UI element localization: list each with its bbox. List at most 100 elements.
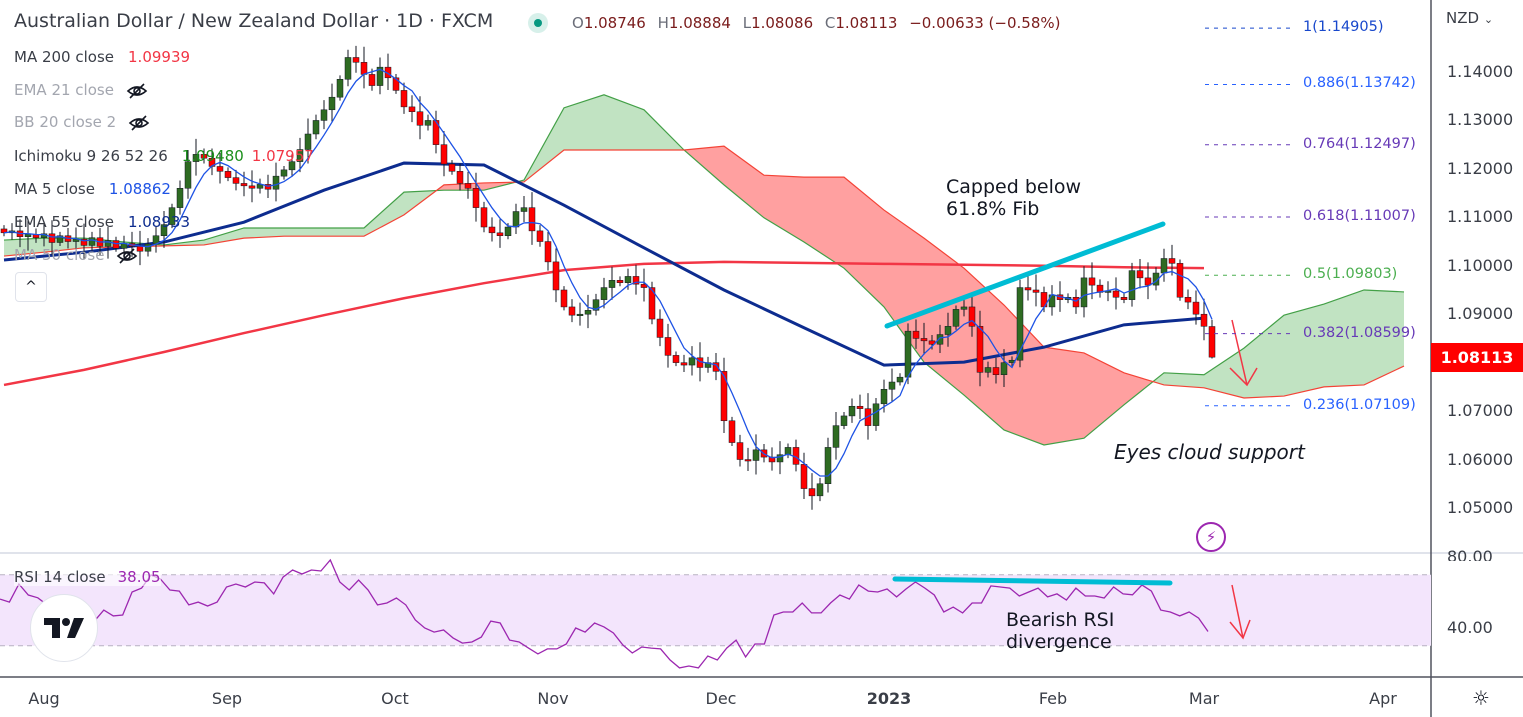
cloud-segment [724, 146, 764, 218]
candle-body [648, 287, 656, 320]
collapse-legend-button[interactable]: ^ [15, 272, 47, 302]
close-label: C [824, 14, 836, 32]
price-tick-label: 1.05000 [1447, 497, 1514, 517]
cloud-segment [1324, 289, 1364, 387]
eye-off-icon[interactable] [128, 114, 150, 132]
candle-body [464, 183, 472, 189]
cloud-segment [1284, 304, 1324, 397]
price-tick-label: 1.10000 [1447, 255, 1514, 275]
candle-body [272, 175, 280, 190]
current-price-tag: 1.08113 [1431, 343, 1523, 372]
candle-body [848, 405, 856, 417]
legend-item[interactable]: EMA 21 close [14, 80, 148, 100]
market-status-icon [528, 13, 548, 33]
rsi-band [0, 574, 1431, 646]
eye-off-icon[interactable] [126, 82, 148, 100]
candle-body [1184, 296, 1192, 303]
cloud-segment [1084, 352, 1124, 439]
candle-body [728, 420, 736, 443]
legend-value: 1.08933 [127, 213, 190, 231]
currency-selector[interactable]: NZD ⌄ [1446, 9, 1493, 27]
cloud-segment [4, 238, 44, 257]
cloud-segment [684, 146, 724, 185]
fib-level-label: 0.382(1.08599) [1303, 324, 1416, 341]
candle-body [584, 310, 592, 315]
price-tick-label: 1.06000 [1447, 449, 1514, 469]
cloud-segment [1364, 289, 1404, 385]
candle-body [224, 171, 232, 178]
time-axis-label: Apr [1369, 689, 1397, 708]
legend-item[interactable]: EMA 55 close 1.08933 [14, 212, 190, 232]
candle-body [888, 381, 896, 390]
symbol-title[interactable]: Australian Dollar / New Zealand Dollar ·… [14, 10, 494, 32]
ichimoku-span-a-line [3, 94, 1405, 446]
candle-body [536, 230, 544, 242]
candle-body [88, 237, 96, 246]
candle-body [432, 120, 440, 145]
low-value: 1.08086 [751, 14, 814, 32]
capped-annotation[interactable]: Capped below 61.8% Fib [946, 176, 1081, 220]
candle-body [720, 371, 728, 422]
rsi-trendline [892, 576, 1173, 586]
cloud-segment [764, 175, 804, 243]
legend-label: MA 5 close [14, 180, 95, 198]
cloud-annotation[interactable]: Eyes cloud support [1114, 440, 1305, 464]
candle-body [632, 276, 640, 285]
candle-body [336, 79, 344, 98]
lightning-icon[interactable]: ⚡ [1196, 522, 1226, 552]
legend-value: 1.09939 [128, 48, 191, 66]
rsi-divergence-annotation[interactable]: Bearish RSI divergence [1006, 609, 1114, 653]
candle-body [1200, 313, 1208, 327]
time-axis-label: Oct [381, 689, 409, 708]
candle-body [112, 240, 120, 249]
candle-body [616, 280, 624, 283]
eye-off-icon[interactable] [116, 247, 138, 265]
settings-sun-icon[interactable]: ☼ [1472, 686, 1490, 710]
open-label: O [572, 14, 584, 32]
fib-level-label: 0.5(1.09803) [1303, 266, 1398, 283]
legend-label: EMA 21 close [14, 81, 114, 99]
candle-body [544, 241, 552, 263]
high-label: H [657, 14, 669, 32]
candle-body [576, 313, 584, 316]
candle-body [160, 224, 168, 236]
candle-body [176, 188, 184, 208]
legend-item[interactable]: MA 50 close [14, 245, 138, 265]
cloud-segment [1004, 304, 1044, 445]
down-arrow-rsi [1231, 584, 1244, 639]
candle-body [712, 362, 720, 372]
legend-item[interactable]: BB 20 close 2 [14, 112, 150, 132]
candle-body [48, 233, 56, 243]
fib-level-label: 0.236(1.07109) [1303, 396, 1416, 413]
time-axis-label: Dec [705, 689, 737, 708]
tradingview-logo[interactable] [30, 594, 98, 662]
candle-body [608, 280, 616, 288]
candle-body [144, 243, 152, 252]
legend-item[interactable]: MA 200 close 1.09939 [14, 47, 190, 67]
down-arrow-price [1231, 319, 1248, 386]
candle-body [624, 276, 632, 283]
candle-body [280, 169, 288, 177]
candle-body [184, 161, 192, 189]
candle-body [304, 133, 312, 150]
legend-item[interactable]: MA 5 close 1.08862 [14, 179, 171, 199]
candle-body [808, 488, 816, 497]
legend-value: 1.09480 [181, 147, 244, 165]
candle-body [1000, 362, 1008, 376]
cloud-segment [884, 210, 924, 363]
down-arrowhead-price [1229, 367, 1258, 387]
legend-item[interactable]: Ichimoku 9 26 52 26 1.09480 1.07957 [14, 146, 314, 166]
candle-body [168, 207, 176, 225]
cloud-segment [1124, 372, 1154, 405]
cloud-segment [244, 227, 284, 239]
candle-body [904, 330, 912, 378]
down-arrowhead-rsi [1229, 619, 1251, 640]
open-value: 1.08746 [583, 14, 646, 32]
time-axis-label: Aug [28, 689, 60, 708]
candle-body [832, 425, 840, 448]
cloud-segment [804, 177, 844, 269]
rsi-tick-label: 40.00 [1447, 618, 1493, 637]
time-axis-label: 2023 [866, 689, 912, 708]
candle-body [856, 405, 864, 409]
